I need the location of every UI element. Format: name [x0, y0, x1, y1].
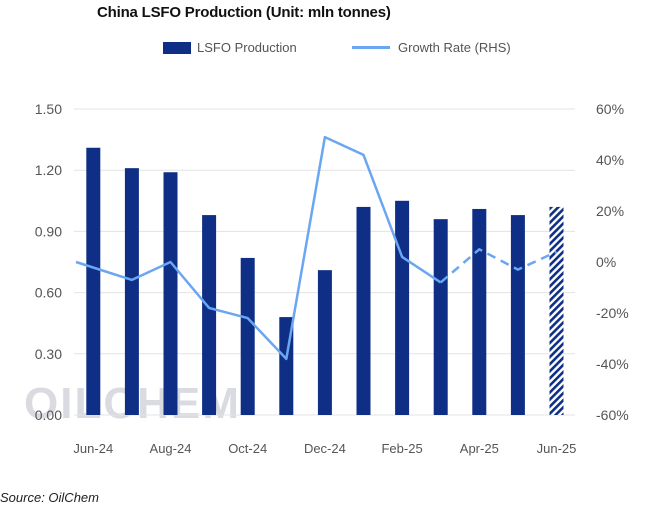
x-axis-tick-label: Aug-24 [150, 441, 192, 456]
growth-line-forecast [439, 248, 558, 284]
right-axis-tick-label: 0% [596, 254, 616, 270]
bar-Aug-24 [163, 172, 178, 415]
x-axis-tick-label: Feb-25 [381, 441, 422, 456]
source-note: Source: OilChem [0, 490, 99, 505]
left-axis-tick-label: 1.50 [35, 101, 62, 117]
chart-plot: OILCHEM 0.000.300.600.901.201.50 -60%-40… [24, 101, 629, 456]
bar-Dec-24 [317, 270, 332, 415]
left-axis-tick-label: 0.90 [35, 223, 62, 239]
bar-Jun-25 [549, 206, 564, 415]
left-axis-tick-label: 0.60 [35, 285, 62, 301]
x-axis-tick-label: Oct-24 [228, 441, 267, 456]
right-axis-tick-label: -40% [596, 356, 629, 372]
right-axis-tick-label: -20% [596, 305, 629, 321]
right-axis-tick-label: -60% [596, 407, 629, 423]
bar-Oct-24 [240, 257, 255, 415]
legend-item-growth: Growth Rate (RHS) [352, 40, 511, 55]
bar-Apr-25 [472, 208, 487, 415]
bar-Sep-24 [202, 215, 217, 415]
bar-Feb-25 [395, 200, 410, 415]
legend-swatch-production [163, 41, 191, 54]
right-axis-tick-label: 20% [596, 203, 624, 219]
legend: LSFO Production Growth Rate (RHS) [0, 40, 653, 60]
x-axis-tick-label: Apr-25 [460, 441, 499, 456]
legend-item-production: LSFO Production [163, 40, 297, 55]
legend-label-growth: Growth Rate (RHS) [398, 40, 511, 55]
x-axis-tick-label: Jun-25 [537, 441, 577, 456]
x-axis-tick-label: Jun-24 [73, 441, 113, 456]
right-axis-tick-label: 60% [596, 101, 624, 117]
bar-Mar-25 [433, 219, 448, 415]
growth-line-actual [75, 135, 442, 361]
bar-Jul-24 [124, 168, 139, 415]
x-axis-tick-label: Dec-24 [304, 441, 346, 456]
bar-Jan-25 [356, 206, 371, 415]
legend-swatch-growth [352, 46, 390, 49]
bar-May-25 [510, 215, 525, 415]
chart-title: China LSFO Production (Unit: mln tonnes) [97, 4, 391, 21]
left-axis-tick-label: 0.00 [35, 407, 62, 423]
left-axis-tick-label: 0.30 [35, 346, 62, 362]
left-axis-tick-label: 1.20 [35, 162, 62, 178]
bar-Jun-24 [86, 147, 101, 415]
legend-label-production: LSFO Production [197, 40, 297, 55]
right-axis-tick-label: 40% [596, 152, 624, 168]
